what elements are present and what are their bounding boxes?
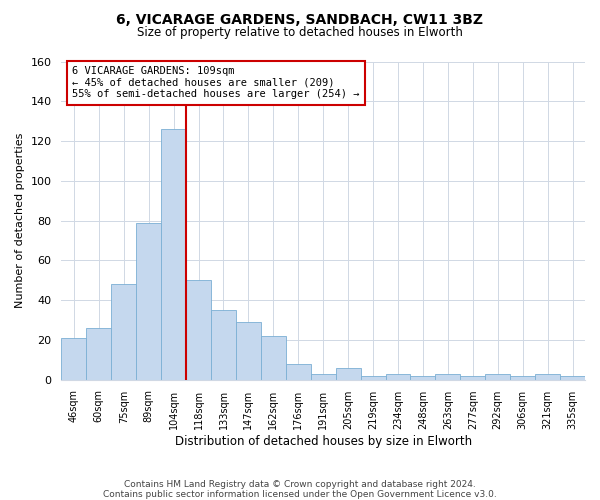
Y-axis label: Number of detached properties: Number of detached properties: [15, 133, 25, 308]
Text: 6 VICARAGE GARDENS: 109sqm
← 45% of detached houses are smaller (209)
55% of sem: 6 VICARAGE GARDENS: 109sqm ← 45% of deta…: [72, 66, 359, 100]
Bar: [535, 374, 560, 380]
X-axis label: Distribution of detached houses by size in Elworth: Distribution of detached houses by size …: [175, 434, 472, 448]
Bar: [361, 376, 386, 380]
Bar: [436, 374, 460, 380]
Bar: [410, 376, 436, 380]
Bar: [211, 310, 236, 380]
Bar: [311, 374, 335, 380]
Bar: [286, 364, 311, 380]
Bar: [161, 129, 186, 380]
Bar: [460, 376, 485, 380]
Bar: [86, 328, 111, 380]
Bar: [485, 374, 510, 380]
Text: 6, VICARAGE GARDENS, SANDBACH, CW11 3BZ: 6, VICARAGE GARDENS, SANDBACH, CW11 3BZ: [116, 12, 484, 26]
Bar: [61, 338, 86, 380]
Bar: [186, 280, 211, 380]
Bar: [111, 284, 136, 380]
Bar: [386, 374, 410, 380]
Bar: [236, 322, 261, 380]
Bar: [335, 368, 361, 380]
Text: Contains HM Land Registry data © Crown copyright and database right 2024.
Contai: Contains HM Land Registry data © Crown c…: [103, 480, 497, 499]
Bar: [510, 376, 535, 380]
Bar: [560, 376, 585, 380]
Text: Size of property relative to detached houses in Elworth: Size of property relative to detached ho…: [137, 26, 463, 39]
Bar: [136, 222, 161, 380]
Bar: [261, 336, 286, 380]
